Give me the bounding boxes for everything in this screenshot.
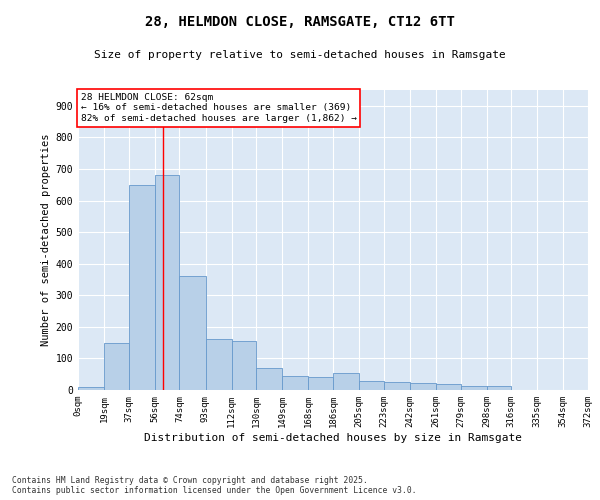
Bar [308,378,333,390]
Bar [461,386,487,390]
Text: Size of property relative to semi-detached houses in Ramsgate: Size of property relative to semi-detach… [94,50,506,60]
Bar [232,341,256,390]
Bar [359,380,384,390]
Bar [410,383,436,390]
Bar [256,368,282,390]
Bar [104,342,129,390]
Bar [179,276,206,390]
Text: Contains HM Land Registry data © Crown copyright and database right 2025.
Contai: Contains HM Land Registry data © Crown c… [12,476,416,495]
Bar [487,386,511,390]
Bar [78,387,104,390]
Bar [384,382,410,390]
Bar [129,184,155,390]
Text: 28 HELMDON CLOSE: 62sqm
← 16% of semi-detached houses are smaller (369)
82% of s: 28 HELMDON CLOSE: 62sqm ← 16% of semi-de… [80,93,356,123]
Bar [282,376,308,390]
Bar [205,340,232,390]
Y-axis label: Number of semi-detached properties: Number of semi-detached properties [41,134,52,346]
Text: 28, HELMDON CLOSE, RAMSGATE, CT12 6TT: 28, HELMDON CLOSE, RAMSGATE, CT12 6TT [145,15,455,29]
Bar [436,384,461,390]
Bar [155,176,179,390]
Bar [333,372,359,390]
X-axis label: Distribution of semi-detached houses by size in Ramsgate: Distribution of semi-detached houses by … [144,432,522,442]
